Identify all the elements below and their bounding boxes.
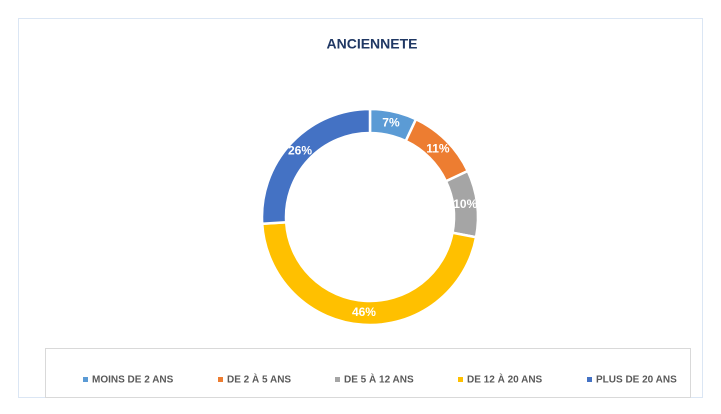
data-label: 11% (426, 141, 450, 155)
data-label: 7% (382, 115, 400, 129)
legend-label: DE 5 À 12 ANS (344, 373, 414, 386)
legend-marker (335, 377, 340, 382)
data-label: 46% (352, 305, 376, 319)
legend-marker (587, 377, 592, 382)
legend-label: DE 12 À 20 ANS (467, 373, 543, 386)
donut-segment (260, 107, 372, 226)
chart-title: ANCIENNETE (326, 36, 417, 52)
legend-marker (458, 377, 463, 382)
donut-segment (260, 220, 478, 327)
legend-marker (83, 377, 88, 382)
legend-label: DE 2 À 5 ANS (227, 373, 291, 386)
legend-label: PLUS DE 20 ANS (596, 375, 677, 386)
legend-marker (218, 377, 223, 382)
legend-box (45, 348, 691, 398)
legend-label: MOINS DE 2 ANS (92, 375, 174, 386)
data-label: 26% (288, 143, 312, 157)
chart-border (18, 18, 703, 398)
data-label: 10% (453, 197, 477, 211)
